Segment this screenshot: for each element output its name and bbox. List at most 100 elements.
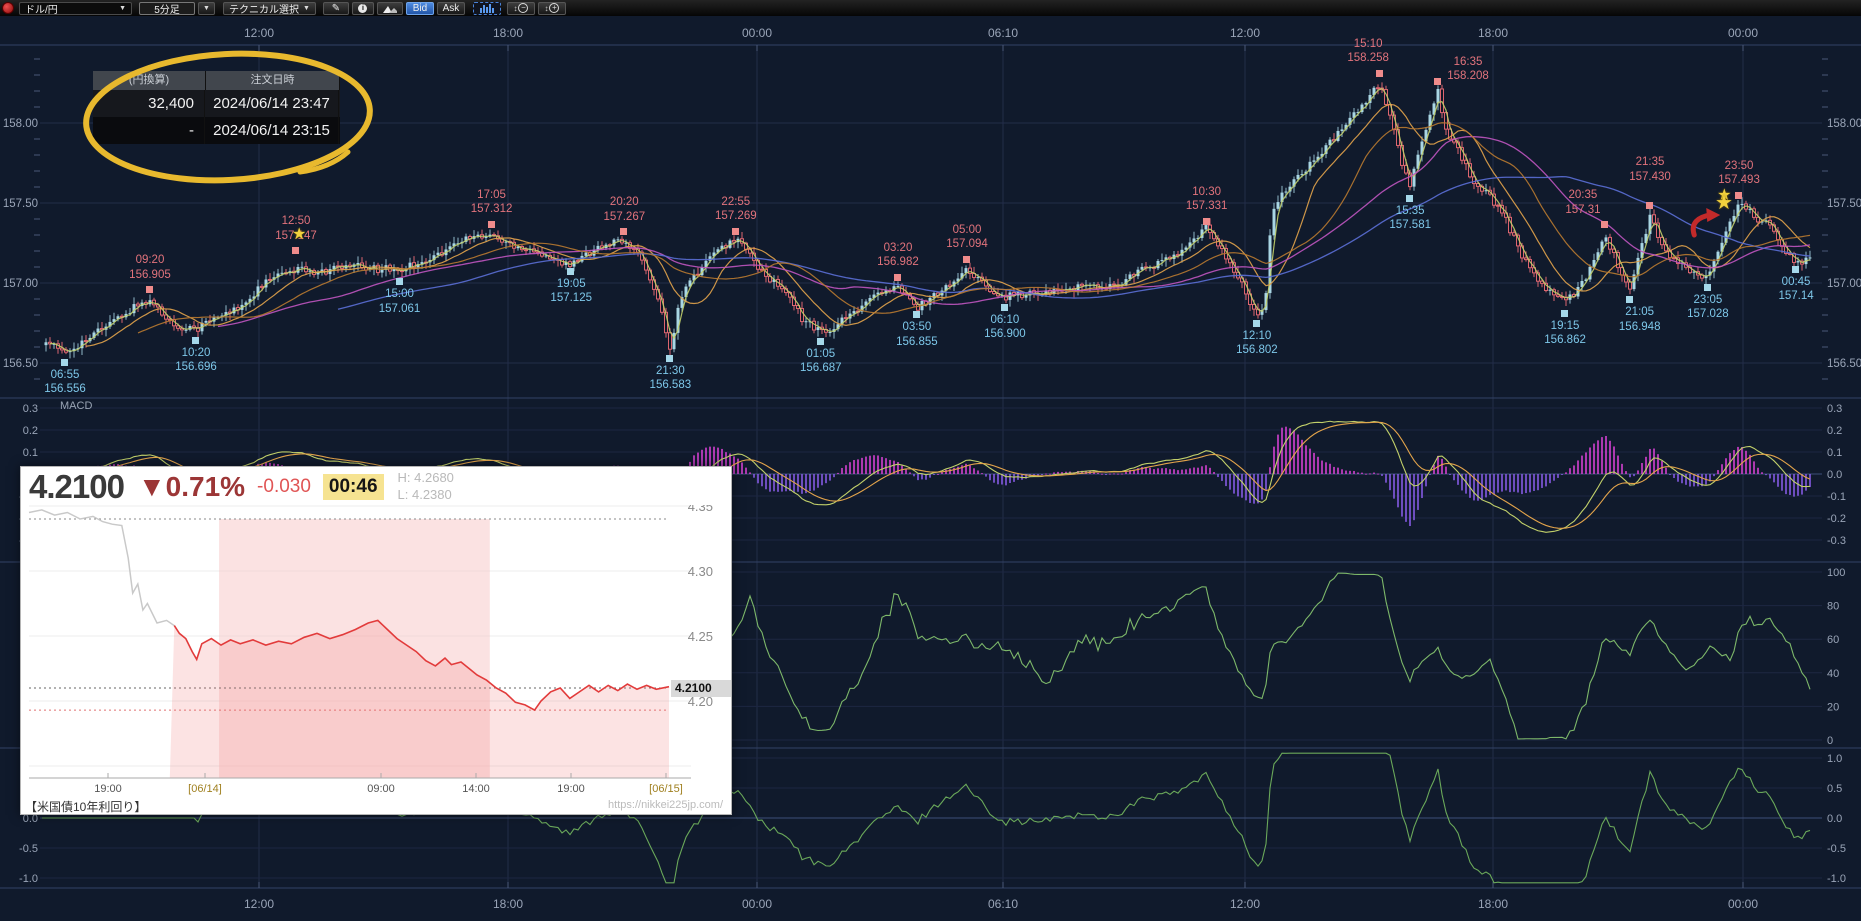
svg-text:158.00: 158.00 (3, 118, 38, 130)
svg-text:157.00: 157.00 (3, 278, 38, 290)
inset-watermark-url: https://nikkei225jp.com/ (608, 799, 723, 811)
svg-text:0.2: 0.2 (23, 425, 38, 437)
svg-text:0.0: 0.0 (23, 813, 38, 825)
svg-text:157.50: 157.50 (3, 198, 38, 210)
svg-text:0.0: 0.0 (1827, 813, 1842, 825)
ask-button[interactable]: Ask (436, 1, 465, 15)
svg-text:00:00: 00:00 (742, 26, 772, 40)
inset-high: H: 4.2680 (397, 470, 454, 485)
inset-change-value: -0.030 (257, 476, 311, 497)
svg-text:40: 40 (1827, 668, 1839, 680)
svg-text:12:00: 12:00 (1230, 26, 1260, 40)
svg-text:00:00: 00:00 (742, 897, 772, 911)
svg-text:156.50: 156.50 (1827, 358, 1861, 370)
svg-text:158.00: 158.00 (1827, 118, 1861, 130)
svg-text:0.3: 0.3 (23, 403, 38, 415)
record-icon (2, 2, 14, 14)
order-amount: 32,400 (93, 90, 205, 117)
pencil-icon: ✎ (331, 2, 341, 14)
up-down-arrow-icon: ↕ (513, 3, 518, 13)
svg-text:20: 20 (1827, 701, 1839, 713)
svg-text:156.50: 156.50 (3, 358, 38, 370)
inset-last-price: 4.2100 (29, 468, 125, 505)
order-datetime: 2024/06/14 23:15 (205, 117, 339, 144)
info-icon: i (358, 3, 368, 13)
svg-text:0.3: 0.3 (1827, 403, 1842, 415)
chevron-down-icon: ▼ (303, 4, 310, 12)
inset-low: L: 4.2380 (397, 486, 452, 502)
chevron-down-icon: ▼ (203, 4, 210, 12)
svg-text:0.1: 0.1 (23, 447, 38, 459)
svg-text:06:10: 06:10 (988, 26, 1018, 40)
inset-x-axis-label: [06/15] (649, 783, 683, 795)
inset-x-axis-label: 09:00 (367, 783, 395, 795)
svg-text:18:00: 18:00 (493, 26, 523, 40)
draw-tool-button[interactable]: ✎ (322, 1, 349, 15)
inset-change-percent: ▼0.71% (137, 471, 246, 502)
volume-bars-icon (479, 3, 494, 13)
inset-plot-canvas: 4.354.304.254.20 (28, 499, 713, 779)
timeframe-display[interactable]: 5分足 (139, 1, 195, 16)
svg-text:1.0: 1.0 (1827, 753, 1842, 765)
timeframe-dropdown-button[interactable]: ▼ (198, 1, 215, 15)
svg-text:-0.5: -0.5 (1827, 843, 1846, 855)
svg-text:0.1: 0.1 (1827, 447, 1842, 459)
inset-time-badge: 00:46 (322, 474, 384, 500)
order-datetime: 2024/06/14 23:47 (205, 90, 339, 117)
macd-panel-label: MACD (60, 400, 93, 412)
svg-text:0: 0 (1827, 735, 1833, 747)
currency-pair-select[interactable]: ドル/円 ▼ (19, 1, 132, 16)
svg-text:12:00: 12:00 (244, 26, 274, 40)
volume-toggle-button[interactable] (472, 1, 501, 15)
svg-text:80: 80 (1827, 601, 1839, 613)
bid-button[interactable]: Bid (405, 1, 434, 15)
red-curved-arrow (1690, 208, 1721, 238)
toolbar: ドル/円 ▼ 5分足 ▼ テクニカル選択 ▼ ✎ i Bid Ask (0, 0, 1861, 16)
svg-text:-0.5: -0.5 (19, 843, 38, 855)
technical-select-button[interactable]: テクニカル選択 ▼ (223, 1, 316, 16)
area-chart-icon (382, 5, 397, 13)
svg-text:-0.3: -0.3 (1827, 535, 1846, 547)
svg-text:100: 100 (1827, 567, 1845, 579)
svg-text:00:00: 00:00 (1728, 26, 1758, 40)
svg-text:157.50: 157.50 (1827, 198, 1861, 210)
chart-style-button[interactable] (376, 1, 403, 15)
svg-text:00:00: 00:00 (1728, 897, 1758, 911)
inset-header: 4.2100 ▼0.71% -0.030 00:46 H: 4.2680 L: … (21, 467, 731, 505)
inset-x-axis-label: 19:00 (557, 783, 585, 795)
up-down-arrow-icon: ↕ (544, 3, 549, 13)
svg-text:12:00: 12:00 (244, 897, 274, 911)
svg-text:4.30: 4.30 (688, 564, 713, 579)
order-table-header-datetime: 注文日時 (206, 71, 340, 90)
inset-current-price-tag: 4.2100 (671, 680, 731, 697)
inset-high-low: H: 4.2680 L: 4.2380 (398, 470, 454, 504)
svg-text:18:00: 18:00 (1478, 897, 1508, 911)
inset-x-axis-label: 14:00 (462, 783, 490, 795)
zoom-out-button[interactable]: ↕ − (506, 1, 535, 15)
svg-text:0.2: 0.2 (1827, 425, 1842, 437)
svg-text:06:10: 06:10 (988, 897, 1018, 911)
chevron-down-icon: ▼ (119, 4, 126, 12)
currency-pair-label: ドル/円 (25, 4, 58, 16)
zoom-out-icon: − (518, 3, 529, 13)
us10y-yield-inset-chart: 4.35 4.30 4.25 4.20 4.2100 ▼0.71% -0.030 00… (20, 466, 732, 815)
svg-text:157.00: 157.00 (1827, 278, 1861, 290)
inset-x-axis-label: [06/14] (188, 783, 222, 795)
inset-x-axis-label: 19:00 (94, 783, 122, 795)
order-table-row: - 2024/06/14 23:15 (93, 117, 340, 144)
svg-text:4.20: 4.20 (688, 694, 713, 709)
svg-text:-0.1: -0.1 (1827, 491, 1846, 503)
info-button[interactable]: i (351, 1, 374, 15)
zoom-in-button[interactable]: ↕ + (537, 1, 566, 15)
svg-text:4.25: 4.25 (688, 629, 713, 644)
svg-text:-1.0: -1.0 (1827, 873, 1846, 885)
order-info-table: (円換算) 注文日時 32,400 2024/06/14 23:47 - 202… (93, 71, 340, 144)
order-amount: - (93, 117, 205, 144)
inset-title: 【米国債10年利回り】 (25, 800, 147, 814)
svg-text:18:00: 18:00 (493, 897, 523, 911)
svg-text:0.5: 0.5 (1827, 783, 1842, 795)
order-table-row: 32,400 2024/06/14 23:47 (93, 90, 340, 117)
svg-text:-0.2: -0.2 (1827, 513, 1846, 525)
zoom-in-icon: + (549, 3, 560, 13)
